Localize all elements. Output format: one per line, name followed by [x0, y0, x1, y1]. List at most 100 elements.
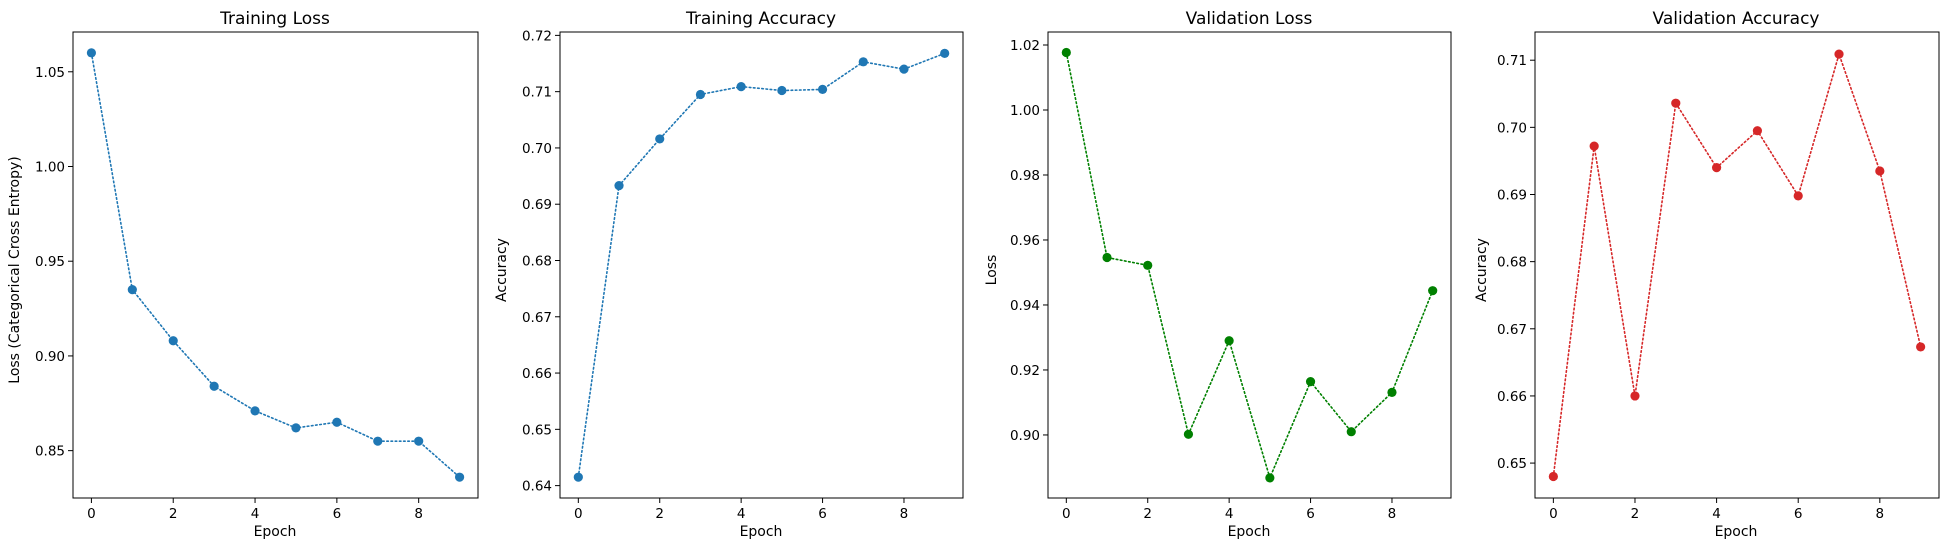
x-tick-label: 8: [1876, 506, 1885, 522]
y-tick-label: 0.64: [522, 479, 552, 495]
y-tick-label: 0.71: [522, 85, 552, 101]
chart-title: Training Accuracy: [685, 9, 836, 29]
data-point: [1589, 141, 1599, 151]
data-point: [777, 85, 787, 96]
data-point: [1752, 126, 1763, 136]
y-tick-label: 0.95: [35, 254, 65, 270]
y-tick-label: 0.90: [1010, 428, 1040, 444]
data-point: [940, 48, 950, 58]
x-tick-label: 2: [1143, 506, 1152, 522]
y-axis-label: Accuracy: [494, 238, 510, 302]
y-tick-label: 0.65: [1497, 456, 1527, 472]
x-tick-label: 4: [251, 506, 260, 522]
x-tick-label: 8: [1388, 506, 1397, 522]
panel-validation-accuracy: Validation Accuracy Epoch Accuracy: [1474, 9, 1819, 540]
data-point: [1102, 252, 1112, 263]
panel-training-loss: Training Loss Epoch Loss (Categorical Cr…: [7, 9, 330, 540]
data-point: [1387, 387, 1397, 397]
data-point: [332, 417, 342, 427]
data-point: [1224, 336, 1234, 346]
data-point: [1061, 47, 1071, 58]
y-tick-label: 0.66: [1497, 389, 1527, 405]
data-point: [655, 134, 665, 144]
y-tick-label: 0.70: [1497, 120, 1527, 136]
y-axis-label: Accuracy: [1474, 238, 1490, 302]
x-tick-label: 4: [1712, 506, 1721, 522]
data-point: [168, 336, 178, 346]
y-tick-label: 0.92: [1010, 363, 1040, 379]
y-tick-label: 0.67: [522, 310, 552, 326]
x-tick-label: 6: [333, 506, 342, 522]
y-tick-label: 1.02: [1010, 38, 1040, 54]
data-point: [1630, 391, 1640, 401]
data-point: [127, 285, 137, 295]
data-point: [1428, 286, 1438, 296]
y-tick-label: 0.98: [1010, 168, 1040, 184]
x-tick-label: 0: [1062, 506, 1071, 522]
data-point: [86, 48, 97, 58]
y-tick-label: 0.68: [522, 253, 552, 269]
y-tick-label: 0.68: [1497, 255, 1527, 271]
x-axis-label: Epoch: [1228, 524, 1271, 540]
data-point: [454, 472, 465, 482]
data-point: [209, 381, 219, 391]
data-point: [1265, 473, 1275, 483]
x-axis-label: Epoch: [740, 524, 783, 540]
chart-title: Validation Loss: [1186, 9, 1313, 29]
x-tick-label: 2: [1631, 506, 1640, 522]
data-point: [1916, 342, 1926, 352]
data-point: [695, 89, 706, 100]
data-point: [1548, 471, 1558, 482]
y-axis-label: Loss (Categorical Cross Entropy): [7, 156, 23, 383]
y-tick-label: 1.00: [35, 159, 65, 175]
y-tick-label: 0.71: [1497, 53, 1527, 69]
y-tick-label: 0.94: [1010, 298, 1040, 314]
data-point: [1671, 98, 1681, 108]
y-tick-label: 0.69: [1497, 187, 1527, 203]
x-tick-label: 4: [737, 506, 746, 522]
x-tick-label: 8: [900, 506, 909, 522]
x-tick-label: 0: [87, 506, 96, 522]
y-tick-label: 0.67: [1497, 322, 1527, 338]
data-point: [1346, 427, 1356, 437]
x-tick-label: 6: [1794, 506, 1803, 522]
plot-area-training-loss: 0 2 4 6 8 0.85 0.90 0.95 1.00 1.05: [35, 31, 479, 522]
series-line: [1552, 51, 1922, 478]
y-tick-label: 1.05: [35, 65, 65, 81]
data-point: [614, 181, 624, 191]
y-tick-label: 0.85: [35, 444, 65, 460]
x-tick-label: 6: [818, 506, 827, 522]
data-point: [250, 406, 260, 416]
data-point: [1834, 49, 1844, 59]
x-tick-label: 0: [1549, 506, 1558, 522]
data-point: [858, 57, 868, 67]
series-line: [1065, 51, 1434, 481]
data-point: [899, 64, 909, 74]
data-point: [291, 423, 301, 433]
x-tick-label: 2: [169, 506, 178, 522]
axes-frame: [559, 31, 964, 499]
data-point: [373, 436, 383, 446]
data-point: [1711, 163, 1722, 173]
plot-area-validation-loss: 0 2 4 6 8 0.90 0.92 0.94 0.96 0.98 1.00 1.02: [1010, 31, 1452, 522]
data-point: [1305, 377, 1316, 387]
x-tick-label: 4: [1225, 506, 1234, 522]
series-line: [577, 52, 946, 478]
plot-area-validation-accuracy: 0 2 4 6 8 0.65 0.66 0.67 0.68 0.69 0.70 0.71: [1497, 31, 1940, 522]
y-tick-label: 0.72: [522, 28, 552, 44]
data-point: [1183, 429, 1194, 439]
x-axis-label: Epoch: [254, 524, 297, 540]
chart-title: Training Loss: [219, 9, 330, 29]
data-point: [573, 472, 583, 482]
axes-frame: [1047, 31, 1452, 499]
panel-validation-loss: Validation Loss Epoch Loss: [984, 9, 1312, 540]
x-axis-label: Epoch: [1715, 524, 1758, 540]
data-point: [736, 81, 746, 92]
series-line: [90, 52, 461, 478]
y-axis-label: Loss: [984, 255, 1000, 286]
plot-area-training-accuracy: 0 2 4 6 8 0.64 0.65 0.66 0.67 0.68 0.69 0.70 0.71 0.7…: [522, 28, 964, 522]
y-tick-label: 0.90: [35, 349, 65, 365]
y-tick-label: 1.00: [1010, 103, 1040, 119]
